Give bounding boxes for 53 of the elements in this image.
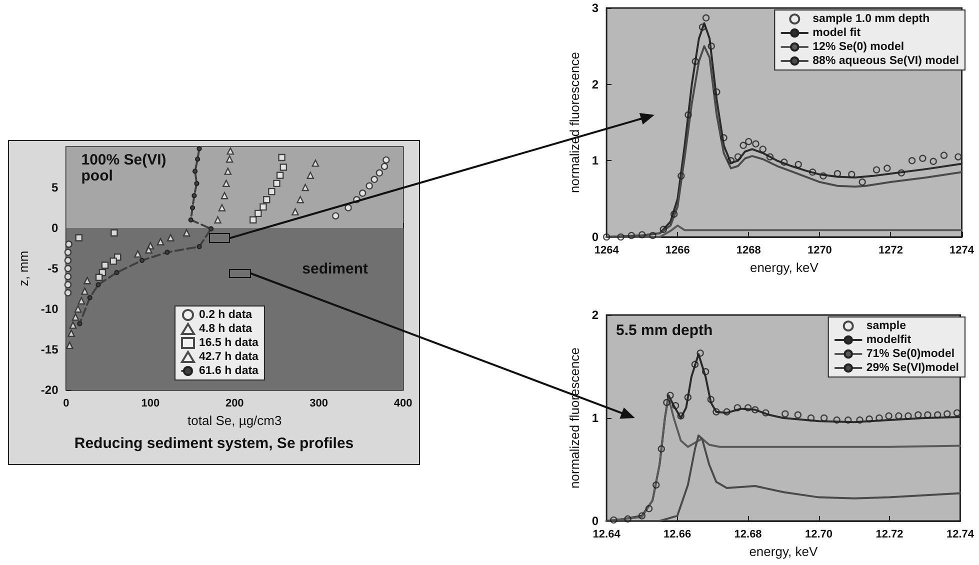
legend-label: 16.5 h data	[199, 337, 260, 349]
legend-label: 42.7 h data	[199, 351, 260, 363]
y-axis-title: z, mm	[16, 250, 31, 286]
y-tick-label: 0	[592, 230, 599, 244]
y-axis-title: normalized fluorescence	[567, 52, 582, 193]
y-tick-label: 1	[592, 154, 599, 168]
x-tick-label: 1264	[594, 244, 620, 256]
legend-label: 0.2 h data	[199, 309, 253, 321]
band-label: 100% Se(VI) pool	[81, 152, 166, 184]
y-tick-label: 0	[52, 221, 59, 235]
x-tick-label: 12.70	[805, 528, 833, 540]
x-tick-label: 12.64	[592, 528, 622, 540]
x-tick-label: 400	[394, 398, 412, 410]
x-tick-label: 1266	[665, 244, 690, 256]
x-tick-label: 12.66	[664, 528, 692, 540]
x-tick-label: 12.74	[946, 528, 975, 540]
legend-label: 71% Se(0)model	[866, 348, 955, 360]
x-tick-label: 12.68	[734, 528, 762, 540]
y-axis-title: normalized fluorescence	[567, 348, 582, 488]
y-tick-label: -10	[40, 302, 59, 316]
legend-label: 88% aqueous Se(VI) model	[812, 55, 960, 67]
y-tick-label: 1	[592, 411, 599, 425]
legend-label: modelfit	[866, 334, 912, 346]
x-axis-title: total Se, µg/cm3	[188, 412, 282, 428]
x-tick-label: 12.72	[876, 528, 904, 540]
y-tick-label: -5	[48, 262, 59, 276]
x-tick-label: 300	[310, 398, 328, 410]
legend-label: 4.8 h data	[199, 323, 253, 335]
y-tick-label: 5	[52, 180, 59, 194]
legend-label: 12% Se(0) model	[812, 41, 904, 53]
x-tick-label: 1274	[950, 244, 975, 256]
y-tick-label: 2	[592, 77, 599, 92]
legend-label: sample 1.0 mm depth	[812, 13, 930, 25]
legend-label: 29% Se(VI)model	[866, 362, 960, 374]
text: Reducing sediment system, Se profiles	[74, 435, 354, 452]
legend-label: sample	[866, 320, 906, 332]
x-axis-title: energy, keV	[749, 544, 818, 559]
y-tick-label: 2	[592, 308, 599, 322]
legend-label: 61.6 h data	[199, 365, 260, 377]
legend-label: model fit	[812, 27, 861, 39]
y-tick-label: -15	[40, 342, 59, 356]
x-tick-label: 0	[63, 398, 70, 410]
x-tick-label: 1270	[807, 244, 832, 256]
annotation: 5.5 mm depth	[616, 322, 713, 339]
y-tick-label: 3	[592, 1, 599, 15]
y-tick-label: -20	[40, 383, 59, 397]
x-axis-title: energy, keV	[750, 260, 819, 275]
x-tick-label: 100	[141, 398, 160, 410]
band-label: sediment	[302, 260, 368, 278]
x-tick-label: 1268	[736, 244, 761, 256]
x-tick-label: 200	[225, 398, 244, 410]
y-tick-label: 0	[592, 514, 599, 528]
x-tick-label: 1272	[878, 244, 903, 256]
